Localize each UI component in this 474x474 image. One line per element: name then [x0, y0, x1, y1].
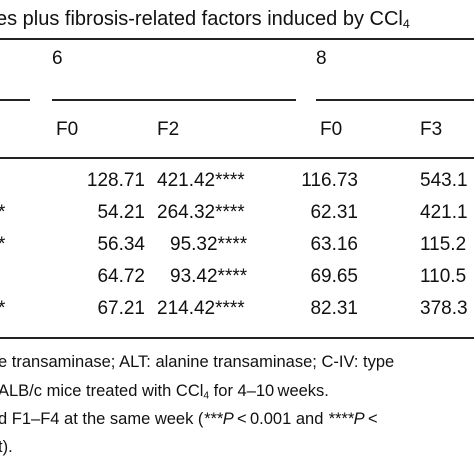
- cell-f0-week8: 116.73: [301, 170, 358, 191]
- group-header-f3: F3: [420, 119, 443, 140]
- table-row: * 67.21 214.42**** 82.31 378.3: [0, 298, 474, 324]
- week-6-rule: [52, 99, 296, 101]
- cell-f3-week8: 115.2: [420, 234, 467, 255]
- table-row: * 56.34 95.32**** 63.16 115.2: [0, 234, 474, 260]
- cell-f0-week8: 62.31: [310, 202, 358, 223]
- cell-f0-week6: 64.72: [97, 266, 145, 287]
- row-mark: *: [0, 234, 5, 256]
- cell-f2-week6: 421.42****: [157, 170, 245, 191]
- group-header-f0: F0: [56, 119, 79, 140]
- table-row: 128.71 421.42**** 116.73 543.1: [0, 170, 474, 196]
- cell-f2-week6: 93.42****: [170, 266, 248, 287]
- week-8-rule: [316, 99, 474, 101]
- footnote-end: t).: [0, 438, 13, 456]
- table-row: 64.72 93.42**** 69.65 110.5: [0, 266, 474, 292]
- bottom-rule: [0, 337, 474, 339]
- cell-f0-week8: 82.31: [310, 298, 358, 319]
- week-6-header: 6: [52, 48, 63, 69]
- footnote-treatment: ALB/c mice treated with CCl4 for 4–10 we…: [0, 382, 329, 402]
- cell-f3-week8: 110.5: [420, 266, 467, 287]
- stub-rule: [0, 99, 30, 101]
- cell-f0-week8: 69.65: [310, 266, 358, 287]
- cell-f2-week6: 95.32****: [170, 234, 248, 255]
- cell-f0-week6: 56.34: [97, 234, 145, 255]
- cell-f0-week6: 128.71: [86, 170, 145, 191]
- cell-f3-week8: 543.1: [420, 170, 468, 191]
- cell-f0-week8: 63.16: [310, 234, 358, 255]
- cell-f0-week6: 67.21: [97, 298, 145, 319]
- table-title: es plus fibrosis-related factors induced…: [0, 8, 410, 32]
- row-mark: *: [0, 298, 5, 320]
- cell-f3-week8: 421.1: [420, 202, 468, 223]
- cell-f0-week6: 54.21: [97, 202, 145, 223]
- top-rule: [0, 38, 474, 40]
- table-row: * 54.21 264.32**** 62.31 421.1: [0, 202, 474, 228]
- footnote-abbreviations: e transaminase; ALT: alanine transaminas…: [0, 353, 395, 371]
- group-header-f0: F0: [320, 119, 343, 140]
- row-mark: *: [0, 202, 5, 224]
- cell-f2-week6: 264.32****: [157, 202, 245, 223]
- week-8-header: 8: [316, 48, 327, 69]
- footnote-significance: d F1–F4 at the same week (***P < 0.001 a…: [0, 410, 378, 428]
- cell-f2-week6: 214.42****: [157, 298, 245, 319]
- header-rule: [0, 157, 474, 159]
- group-header-f2: F2: [157, 119, 180, 140]
- cell-f3-week8: 378.3: [420, 298, 468, 319]
